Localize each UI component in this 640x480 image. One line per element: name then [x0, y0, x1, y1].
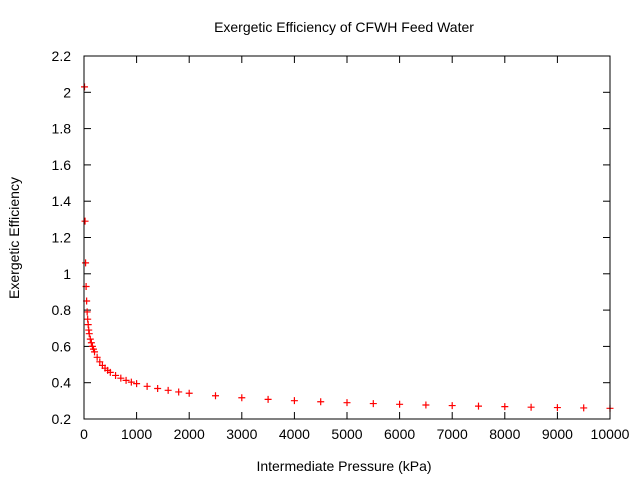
data-point — [238, 394, 246, 402]
x-tick-label: 0 — [80, 426, 88, 442]
axis-ticks: 0 1000 2000 3000 4000 5000 6000 7000 8000 9000 100… — [52, 48, 630, 442]
data-point — [343, 399, 351, 407]
y-axis-label: Exergetic Efficiency — [6, 177, 22, 299]
x-tick-label: 1000 — [121, 426, 152, 442]
data-point — [106, 368, 114, 376]
data-point — [83, 308, 91, 316]
data-point — [127, 378, 135, 386]
data-point — [96, 358, 104, 366]
x-tick-label: 7000 — [437, 426, 468, 442]
data-point — [85, 330, 93, 338]
data-point — [422, 401, 430, 409]
data-point — [317, 398, 325, 406]
data-point — [82, 259, 90, 267]
data-point — [264, 395, 272, 403]
data-point — [122, 376, 130, 384]
data-point — [212, 392, 219, 400]
data-point — [87, 339, 95, 347]
plot-frame — [83, 55, 611, 420]
x-tick-label: 9000 — [542, 426, 573, 442]
data-point — [448, 402, 456, 410]
data-point — [175, 388, 183, 396]
x-tick-label: 6000 — [384, 426, 415, 442]
x-tick-label: 8000 — [489, 426, 520, 442]
y-tick-label: 1.8 — [52, 121, 72, 137]
data-point — [475, 402, 482, 410]
data-point — [553, 404, 561, 412]
data-point — [290, 397, 298, 405]
data-point — [81, 217, 89, 225]
data-point — [91, 348, 99, 356]
y-tick-label: 0.8 — [52, 302, 72, 318]
data-point — [164, 386, 172, 394]
chart-title: Exergetic Efficiency of CFWH Feed Water — [214, 19, 474, 35]
y-tick-label: 0.2 — [52, 411, 72, 427]
data-point — [117, 374, 125, 382]
y-tick-label: 2.2 — [52, 48, 72, 64]
y-tick-label: 1 — [63, 266, 71, 282]
data-point — [86, 335, 94, 343]
x-tick-label: 5000 — [331, 426, 362, 442]
data-point — [133, 380, 141, 388]
x-axis-label: Intermediate Pressure (kPa) — [256, 458, 431, 474]
y-tick-label: 0.6 — [52, 338, 72, 354]
data-point — [143, 382, 151, 390]
x-tick-label: 3000 — [226, 426, 257, 442]
data-point — [81, 83, 89, 91]
y-tick-label: 1.2 — [52, 230, 72, 246]
data-point — [396, 400, 404, 408]
data-point — [369, 400, 377, 408]
y-tick-label: 2 — [63, 84, 71, 100]
x-tick-label: 10000 — [591, 426, 630, 442]
data-point — [154, 385, 162, 393]
x-tick-label: 4000 — [279, 426, 310, 442]
data-point — [112, 371, 120, 379]
data-series — [81, 83, 614, 412]
data-point — [93, 353, 101, 361]
data-point — [501, 403, 509, 411]
data-point — [185, 389, 193, 397]
data-point — [527, 403, 535, 411]
y-tick-label: 1.4 — [52, 193, 72, 209]
y-tick-label: 0.4 — [52, 375, 72, 391]
x-tick-label: 2000 — [174, 426, 205, 442]
y-tick-label: 1.6 — [52, 157, 72, 173]
data-point — [580, 404, 588, 412]
